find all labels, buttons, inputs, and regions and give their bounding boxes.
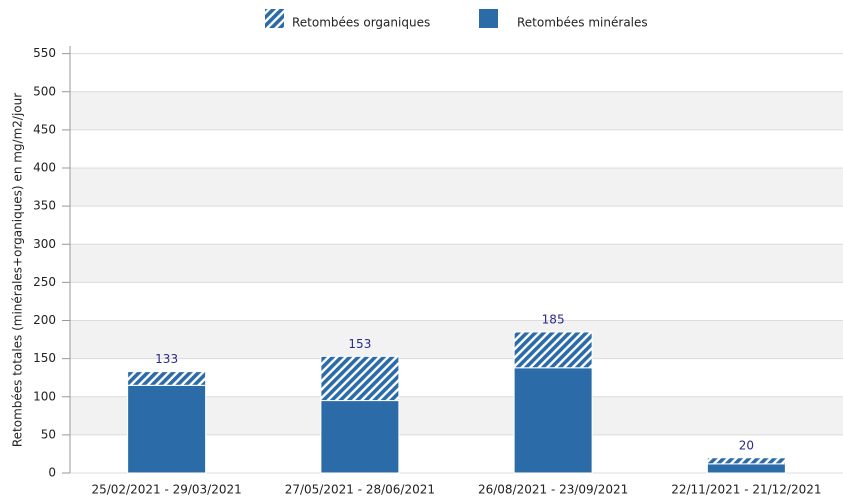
y-tick-label: 0	[48, 466, 56, 480]
y-tick-label: 150	[33, 351, 56, 365]
grid-band	[70, 320, 843, 359]
y-tick-label: 300	[33, 237, 56, 251]
legend-label: Retombées organiques	[292, 16, 430, 30]
y-tick-label: 550	[33, 46, 56, 60]
y-axis-label: Retombées totales (minérales+organiques)…	[11, 93, 25, 447]
y-tick-label: 250	[33, 275, 56, 289]
data-label: 133	[155, 352, 178, 366]
x-tick-label: 27/05/2021 - 28/06/2021	[285, 483, 435, 497]
data-label: 153	[348, 337, 371, 351]
y-tick-label: 100	[33, 389, 56, 403]
grid-band	[70, 244, 843, 283]
y-tick-label: 400	[33, 161, 56, 175]
grid-band	[70, 168, 843, 207]
bar-segment	[127, 371, 207, 386]
x-tick-label: 26/08/2021 - 23/09/2021	[478, 483, 628, 497]
bar-segment	[320, 355, 400, 402]
bar-segment	[513, 331, 593, 369]
grid-band	[70, 91, 843, 130]
y-tick-label: 350	[33, 199, 56, 213]
data-label: 185	[542, 312, 565, 326]
y-tick-label: 200	[33, 313, 56, 327]
data-label: 20	[739, 438, 754, 452]
bar-segment	[513, 367, 593, 474]
bar-segment	[706, 457, 786, 465]
bar-segment	[706, 463, 786, 474]
x-tick-label: 25/02/2021 - 29/03/2021	[91, 483, 241, 497]
y-tick-label: 500	[33, 84, 56, 98]
x-tick-label: 22/11/2021 - 21/12/2021	[671, 483, 821, 497]
legend-swatch	[479, 9, 498, 28]
bar-segment	[127, 384, 207, 474]
bar-segment	[320, 400, 400, 474]
y-tick-label: 450	[33, 122, 56, 136]
legend-label: Retombées minérales	[517, 16, 648, 30]
legend-swatch	[265, 9, 284, 28]
y-tick-label: 50	[41, 427, 56, 441]
